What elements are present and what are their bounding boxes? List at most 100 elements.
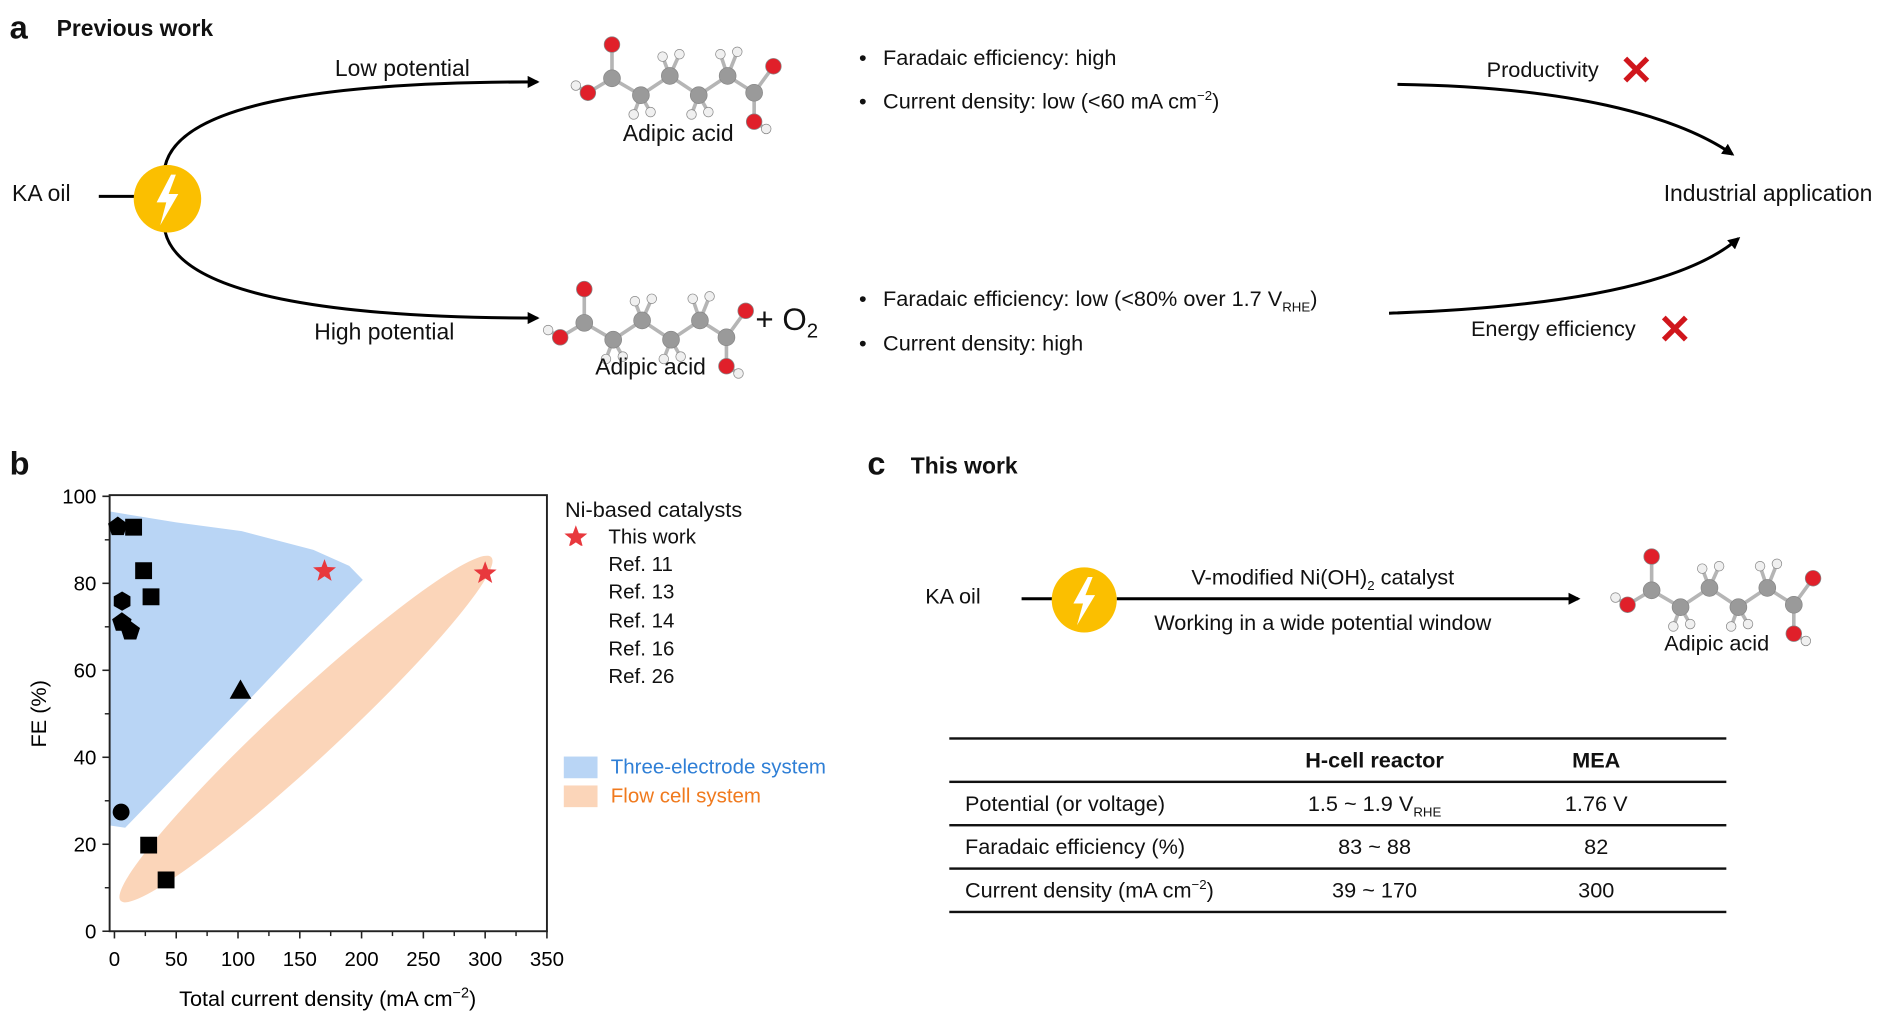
adipic-acid-molecule xyxy=(570,36,782,135)
x-axis-label-tail: ) xyxy=(469,986,476,1011)
catalyst-text: V-modified Ni(OH) xyxy=(1191,565,1368,590)
panel-a-title: Previous work xyxy=(56,16,214,43)
hydrogen-atom xyxy=(733,368,744,379)
table-rule xyxy=(949,780,1727,784)
carbon-atom xyxy=(1785,595,1803,614)
carbon-atom xyxy=(1642,581,1661,600)
x-tick-label: 200 xyxy=(345,948,379,971)
hydrogen-atom xyxy=(761,123,772,135)
carbon-atom xyxy=(689,86,708,104)
bullet-text: Faradaic efficiency: low (<80% over 1.7 … xyxy=(883,286,1283,311)
table-rule xyxy=(949,824,1727,827)
data-point-pentagon xyxy=(120,620,141,640)
legend-item-label: Ref. 16 xyxy=(608,637,675,660)
panel-b-label: b xyxy=(9,445,30,482)
industrial-application-label: Industrial application xyxy=(1663,181,1873,208)
row-hcell-value: 83 ~ 88 xyxy=(1338,834,1412,859)
data-point-square xyxy=(125,518,143,536)
x-tick-label: 50 xyxy=(165,948,188,971)
productivity-arrow xyxy=(1397,82,1735,156)
oxygen-atom xyxy=(551,329,569,346)
hydrogen-atom xyxy=(658,353,669,365)
hydrogen-atom xyxy=(645,106,656,118)
legend-region-label: Flow cell system xyxy=(610,784,761,808)
productivity-label: Productivity xyxy=(1486,57,1599,82)
x-tick-label: 350 xyxy=(530,948,564,971)
carbon-atom xyxy=(633,311,651,330)
carbon-atom xyxy=(717,328,736,347)
value-subscript: RHE xyxy=(1413,805,1442,820)
hydrogen-atom xyxy=(628,109,639,120)
byproduct-text: + O xyxy=(755,301,807,338)
lightning-bolt-icon xyxy=(133,165,202,233)
high-potential-label: High potential xyxy=(314,320,455,346)
oxygen-atom xyxy=(1643,548,1660,565)
bullet-superscript: −2 xyxy=(1197,89,1213,104)
hydrogen-atom xyxy=(542,324,554,336)
hydrogen-atom xyxy=(646,293,657,304)
row-label: Potential (or voltage) xyxy=(964,791,1166,816)
oxygen-atom xyxy=(718,358,735,375)
y-tick-label: 60 xyxy=(74,660,97,683)
carbon-atom xyxy=(575,314,594,332)
hydrogen-atom xyxy=(675,351,686,362)
lower-bullet-2: • Current density: high xyxy=(858,331,1084,356)
legend-title: Ni-based catalysts xyxy=(565,497,743,522)
y-tick-label: 100 xyxy=(62,486,96,509)
lightning-bolt-icon xyxy=(1051,567,1117,633)
hydrogen-atom xyxy=(1668,621,1679,632)
high-potential-arrow xyxy=(163,230,540,325)
carbon-atom xyxy=(1758,579,1777,597)
x-tick-label: 300 xyxy=(468,948,502,971)
panel-c-title: This work xyxy=(910,454,1018,480)
energy-efficiency-label: Energy efficiency xyxy=(1470,316,1636,341)
label-text: Current density (mA cm xyxy=(964,878,1192,903)
hydrogen-atom xyxy=(1742,618,1754,630)
oxygen-atom xyxy=(737,302,754,320)
table-rule xyxy=(949,737,1727,740)
legend-item-label: Ref. 26 xyxy=(608,664,675,688)
legend-item-label: Ref. 13 xyxy=(608,581,675,605)
x-tick-label: 150 xyxy=(283,948,317,971)
hydrogen-atom xyxy=(1685,618,1696,630)
row-mea-value: 82 xyxy=(1584,834,1609,859)
oxygen-atom xyxy=(1619,596,1636,613)
carbon-atom xyxy=(604,330,622,349)
c-product-label: Adipic acid xyxy=(1664,631,1770,656)
carbon-atom xyxy=(662,330,680,349)
row-hcell-value: 39 ~ 170 xyxy=(1332,878,1418,903)
fe-vs-current-density-chart: 0 50 100 150 200 250 300 350 0 20 40 60 80 100 FE (%) T… xyxy=(26,486,564,1011)
x-axis-label-text: Total current density (mA cm xyxy=(179,986,452,1011)
adipic-acid-molecule xyxy=(542,280,754,379)
bullet-tail: ) xyxy=(1310,286,1318,311)
hydrogen-atom xyxy=(704,291,715,302)
hydrogen-atom xyxy=(1800,635,1812,647)
c-ka-oil-label: KA oil xyxy=(925,584,981,609)
oxygen-atom xyxy=(1785,625,1802,642)
upper-product-label: Adipic acid xyxy=(622,121,734,147)
row-mea-value: 300 xyxy=(1578,878,1615,903)
hydrogen-atom xyxy=(732,46,743,57)
three-electrode-region xyxy=(110,511,363,828)
bullet-text: Faradaic efficiency: high xyxy=(883,45,1117,70)
hydrogen-atom xyxy=(657,51,668,62)
hydrogen-atom xyxy=(686,109,697,120)
data-point-star xyxy=(313,559,336,581)
y-tick-label: 0 xyxy=(85,920,96,943)
low-potential-arrow xyxy=(163,75,540,167)
low-potential-label: Low potential xyxy=(334,56,470,82)
bullet-text: Current density: high xyxy=(883,331,1084,356)
y-tick-label: 40 xyxy=(74,747,97,770)
data-point-star xyxy=(473,561,497,584)
oxygen-atom xyxy=(1804,570,1822,587)
energy-efficiency-arrow xyxy=(1388,236,1741,315)
hydrogen-atom xyxy=(674,49,685,60)
panel-c-label: c xyxy=(867,445,886,482)
legend-item-label: Ref. 11 xyxy=(608,553,673,577)
data-point-hexagon xyxy=(113,591,131,611)
lower-bullet-1: • Faradaic efficiency: low (<80% over 1.7… xyxy=(858,286,1318,316)
legend-item-label: This work xyxy=(608,525,696,549)
catalyst-subscript: 2 xyxy=(1367,578,1375,594)
hydrogen-atom xyxy=(687,293,698,304)
hydrogen-atom xyxy=(1610,592,1621,603)
